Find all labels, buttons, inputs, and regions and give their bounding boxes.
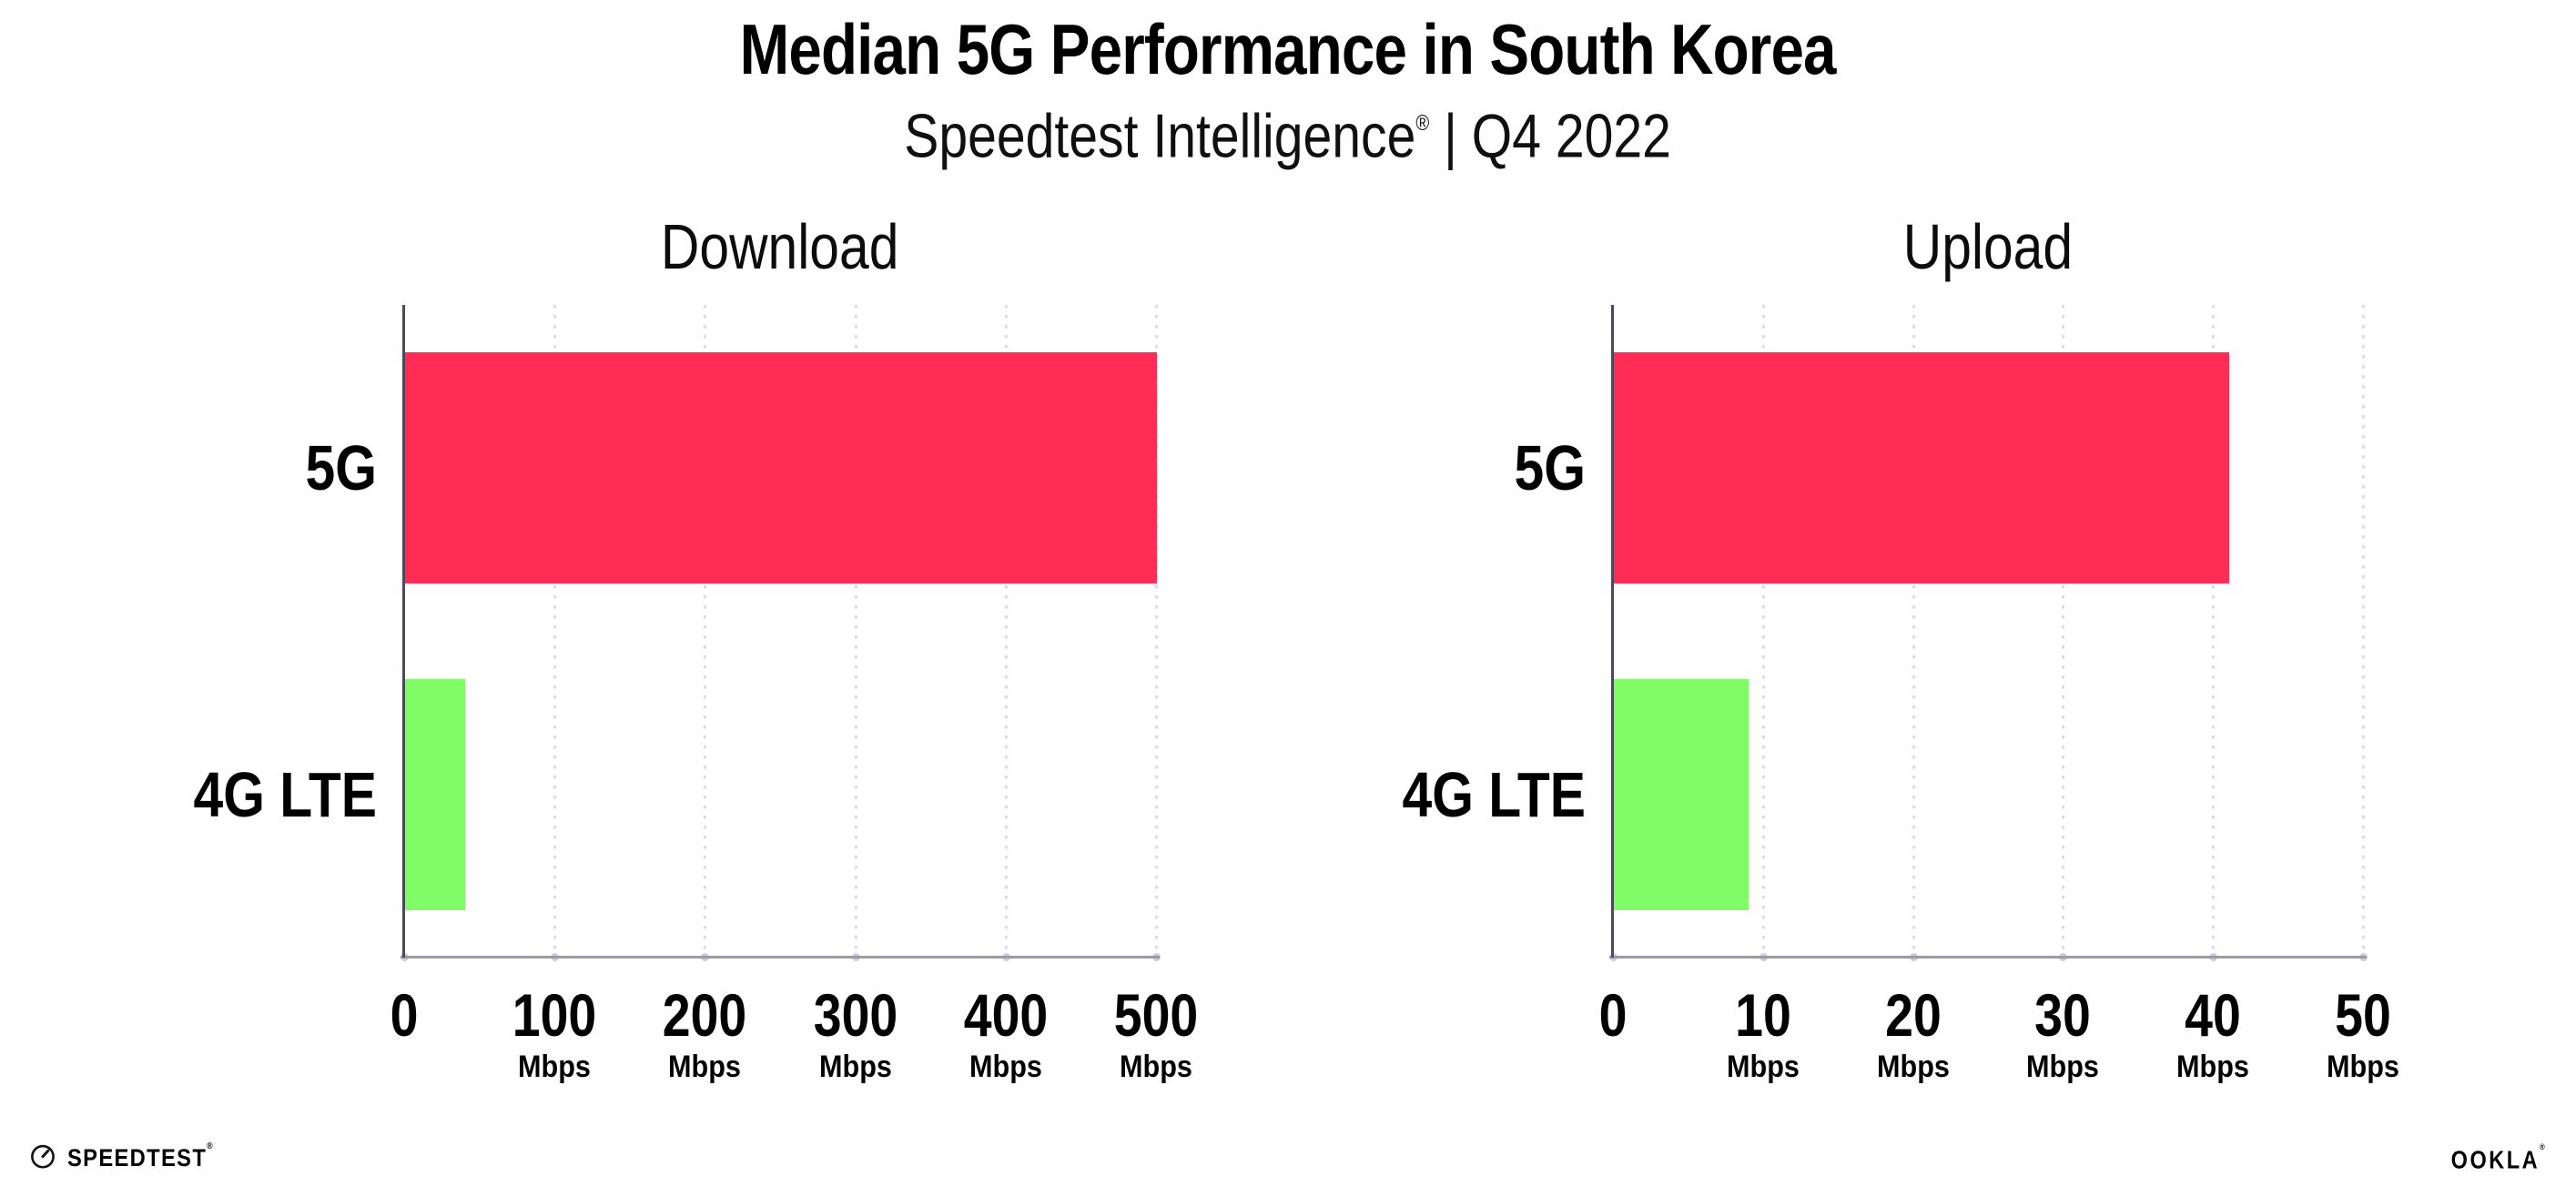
tick-number: 300 bbox=[813, 981, 898, 1049]
tick-unit: Mbps bbox=[2327, 1050, 2399, 1084]
tick-number: 50 bbox=[2335, 981, 2391, 1049]
tick-unit: Mbps bbox=[818, 1050, 892, 1084]
y-axis-spine bbox=[1611, 305, 1614, 958]
x-gridline bbox=[2212, 305, 2216, 958]
bar-4g-lte bbox=[1614, 678, 1749, 910]
y-axis-spine bbox=[402, 305, 405, 958]
speedtest-wordmark: SPEEDTEST® bbox=[67, 1139, 213, 1174]
category-label-5g: 5G bbox=[1514, 432, 1586, 504]
x-gridline bbox=[854, 305, 857, 958]
x-tick-label: 0 bbox=[304, 983, 504, 1047]
tick-number: 200 bbox=[663, 981, 747, 1049]
tick-unit: Mbps bbox=[1726, 1050, 1800, 1084]
tick-unit: Mbps bbox=[518, 1050, 592, 1084]
tick-number: 0 bbox=[390, 981, 419, 1049]
tick-unit: Mbps bbox=[2026, 1050, 2100, 1084]
chart-title-upload-text: Upload bbox=[1902, 211, 2074, 282]
page-subtitle-text: Speedtest Intelligence® | Q4 2022 bbox=[905, 91, 1672, 175]
tick-unit: Mbps bbox=[1876, 1050, 1950, 1084]
page-title: Median 5G Performance in South Korea bbox=[0, 7, 2576, 91]
page-title-text: Median 5G Performance in South Korea bbox=[739, 9, 1837, 89]
x-gridline bbox=[1155, 305, 1158, 958]
chart-title-download: Download bbox=[404, 210, 1156, 283]
x-tick-label: 200 Mbps bbox=[604, 983, 805, 1085]
x-tick-label: 30 Mbps bbox=[1962, 983, 2163, 1085]
x-gridline bbox=[1761, 305, 1765, 958]
x-gridline bbox=[1912, 305, 1915, 958]
x-gridline bbox=[2362, 305, 2365, 958]
subtitle-brand: Speedtest Intelligence bbox=[904, 101, 1416, 171]
x-tick-label: 10 Mbps bbox=[1663, 983, 1863, 1085]
x-tick-label: 40 Mbps bbox=[2113, 983, 2313, 1085]
x-tick-label: 20 Mbps bbox=[1813, 983, 2013, 1085]
tick-unit: Mbps bbox=[668, 1050, 742, 1084]
x-gridline bbox=[704, 305, 707, 958]
subtitle-period: | Q4 2022 bbox=[1429, 101, 1672, 171]
speedtest-logo: SPEEDTEST® bbox=[29, 1140, 232, 1172]
ookla-logo: OOKLA® bbox=[2433, 1141, 2545, 1174]
category-label-4g-lte: 4G LTE bbox=[1402, 758, 1586, 830]
x-tick-label: 500 Mbps bbox=[1056, 983, 1256, 1085]
bar-5g bbox=[1614, 352, 2229, 584]
tick-number: 0 bbox=[1598, 981, 1628, 1049]
registered-mark: ® bbox=[1415, 111, 1430, 136]
x-gridline bbox=[2062, 305, 2065, 958]
x-tick-label: 400 Mbps bbox=[906, 983, 1106, 1085]
x-axis-baseline bbox=[401, 956, 1160, 959]
x-tick-label: 50 Mbps bbox=[2263, 983, 2463, 1085]
category-label-5g: 5G bbox=[305, 432, 377, 504]
tick-unit: Mbps bbox=[2176, 1050, 2250, 1084]
speedtest-registered-mark: ® bbox=[207, 1141, 213, 1151]
chart-title-upload: Upload bbox=[1613, 210, 2363, 283]
tick-unit: Mbps bbox=[1120, 1050, 1192, 1084]
tick-number: 100 bbox=[512, 981, 597, 1049]
tick-number: 40 bbox=[2185, 981, 2242, 1049]
x-axis-baseline bbox=[1609, 956, 2367, 959]
x-tick-label: 100 Mbps bbox=[454, 983, 654, 1085]
bar-5g bbox=[405, 352, 1157, 584]
ookla-label: OOKLA bbox=[2450, 1145, 2541, 1174]
category-label-4g-lte: 4G LTE bbox=[193, 758, 377, 830]
tick-number: 500 bbox=[1113, 981, 1199, 1049]
download-chart: Download 0 100 Mbps 200 Mbps 300 Mbps 400 Mbps 50… bbox=[194, 211, 1199, 1084]
tick-number: 10 bbox=[1734, 981, 1791, 1049]
tick-unit: Mbps bbox=[969, 1050, 1042, 1084]
tick-number: 400 bbox=[963, 981, 1049, 1049]
x-tick-label: 300 Mbps bbox=[756, 983, 956, 1085]
ookla-registered-mark: ® bbox=[2540, 1142, 2545, 1151]
x-gridline bbox=[553, 305, 557, 958]
upload-chart: Upload 0 10 Mbps 20 Mbps 30 Mbps 40 Mbps 50 Mbps 5G… bbox=[1403, 211, 2399, 1084]
speedtest-label: SPEEDTEST bbox=[67, 1143, 208, 1172]
page-subtitle: Speedtest Intelligence® | Q4 2022 bbox=[0, 91, 2576, 175]
gauge-icon bbox=[31, 1144, 55, 1169]
bar-4g-lte bbox=[405, 678, 466, 910]
tick-number: 30 bbox=[2034, 981, 2092, 1049]
x-gridline bbox=[1004, 305, 1008, 958]
chart-title-download-text: Download bbox=[661, 211, 899, 282]
tick-number: 20 bbox=[1884, 981, 1942, 1049]
ookla-wordmark: OOKLA® bbox=[2451, 1141, 2545, 1174]
x-tick-label: 0 bbox=[1513, 983, 1713, 1047]
